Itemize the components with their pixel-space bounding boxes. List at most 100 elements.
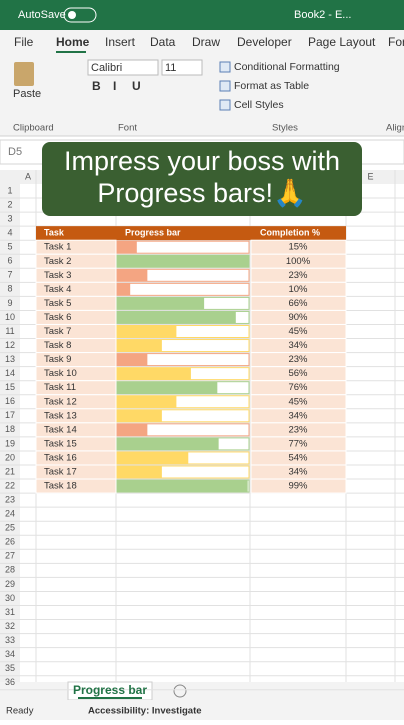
progress-bar [117, 255, 249, 268]
task-name: Task 2 [44, 256, 71, 267]
row-header: 26 [5, 537, 15, 547]
bar-cell [116, 282, 250, 296]
progress-bar [117, 325, 177, 338]
row-header: 30 [5, 593, 15, 603]
row-header: 7 [7, 270, 12, 280]
row-header: 21 [5, 466, 15, 476]
progress-bar [117, 353, 148, 366]
style-button[interactable]: Cell Styles [234, 99, 284, 111]
book-name: Book2 - E... [294, 9, 351, 21]
completion-value: 54% [288, 452, 308, 463]
task-name: Task 11 [44, 382, 76, 393]
name-box: D5 [8, 146, 22, 158]
row-header: 17 [5, 410, 15, 420]
menu-tab[interactable]: Home [56, 35, 90, 49]
progress-bar [117, 381, 218, 394]
completion-value: 15% [288, 242, 308, 253]
completion-value: 99% [288, 481, 308, 492]
caption-box [42, 142, 362, 216]
title-bar [0, 0, 404, 30]
row-header: 2 [7, 199, 12, 209]
progress-bar [117, 395, 177, 408]
progress-bar [117, 409, 162, 422]
row-header: 13 [5, 354, 15, 364]
task-name: Task 3 [44, 270, 71, 281]
font-button[interactable]: U [132, 79, 141, 93]
row-header-bar [0, 184, 20, 684]
task-name: Task 14 [44, 424, 77, 435]
progress-bar [117, 283, 131, 296]
completion-value: 76% [288, 382, 308, 393]
task-name: Task 6 [44, 312, 71, 323]
table-header [36, 226, 346, 241]
row-header: 15 [5, 382, 15, 392]
progress-bar [117, 367, 191, 380]
task-name: Task 5 [44, 298, 71, 309]
row-header: 33 [5, 635, 15, 645]
menu-tab[interactable]: File [14, 35, 34, 49]
progress-bar [117, 339, 162, 352]
row-header: 3 [7, 213, 12, 223]
table-header-cell: Completion % [260, 228, 320, 238]
font-name-box[interactable] [87, 59, 159, 76]
progress-bar [117, 480, 248, 493]
row-header: 34 [5, 649, 15, 659]
add-sheet[interactable] [173, 684, 187, 698]
row-header: 32 [5, 621, 15, 631]
completion-value: 100% [286, 256, 311, 267]
row-header: 36 [5, 677, 15, 687]
sheet-tab-bar [0, 682, 404, 700]
font-size-box[interactable] [161, 59, 203, 76]
group-label: Align [386, 123, 404, 134]
table-header-cell: Task [44, 228, 65, 238]
progress-bar [117, 466, 162, 478]
row-header: 11 [5, 326, 14, 336]
task-name: Task 9 [44, 354, 71, 365]
row-header: 4 [7, 228, 12, 238]
menu-tab[interactable]: Page Layout [308, 35, 376, 49]
style-button[interactable]: Conditional Formatting [234, 61, 340, 73]
row-header: 25 [5, 523, 15, 533]
menu-tab[interactable]: Draw [192, 35, 220, 49]
menu-tab[interactable]: Insert [105, 35, 136, 49]
row-header: 31 [5, 607, 15, 617]
completion-cell [250, 478, 347, 494]
task-name: Task 13 [44, 410, 77, 421]
style-icon [219, 61, 231, 73]
row-header: 18 [5, 424, 15, 434]
row-header: 19 [5, 438, 15, 448]
font-size: 11 [165, 62, 176, 74]
toggle-knob [68, 11, 76, 19]
task-name: Task 10 [44, 368, 77, 379]
completion-value: 34% [288, 467, 308, 478]
completion-value: 23% [288, 270, 308, 281]
status-accessibility[interactable]: Accessibility: Investigate [88, 706, 202, 717]
paste-icon[interactable] [14, 62, 34, 86]
menu-tab[interactable]: Developer [237, 35, 292, 49]
group-label: Clipboard [13, 123, 54, 134]
task-name: Task 16 [44, 452, 77, 463]
row-header: 9 [7, 298, 12, 308]
column-header: E [367, 171, 373, 181]
row-header: 14 [5, 368, 15, 378]
row-header: 27 [5, 551, 15, 561]
autosave-toggle[interactable] [63, 7, 97, 23]
status-bar [0, 700, 404, 720]
status-ready: Ready [6, 706, 34, 717]
style-icon [219, 80, 231, 92]
task-name: Task 15 [44, 438, 77, 449]
task-name: Task 17 [44, 467, 77, 478]
menu-tab[interactable]: Data [150, 35, 176, 49]
task-name: Task 7 [44, 326, 71, 337]
sheet-tab-label[interactable]: Progress bar [73, 683, 147, 697]
table-header-cell: Progress bar [125, 228, 181, 238]
style-button[interactable]: Format as Table [234, 80, 309, 92]
row-header: 5 [7, 242, 12, 252]
menu-tab[interactable]: For [388, 35, 404, 49]
font-name: Calibri [91, 62, 122, 74]
font-button[interactable]: I [113, 79, 116, 93]
font-button[interactable]: B [92, 79, 101, 93]
caption-line: Impress your boss with [64, 146, 340, 176]
paste-label: Paste [13, 88, 41, 100]
